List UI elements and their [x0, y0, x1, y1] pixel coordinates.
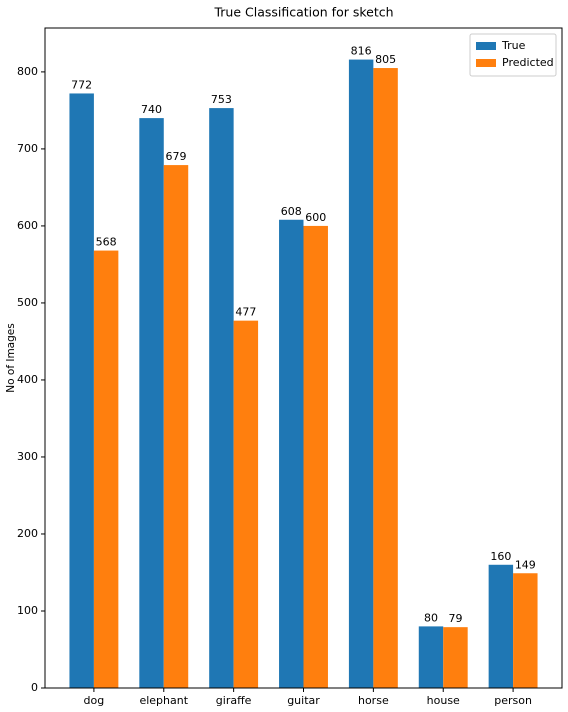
bar	[139, 118, 164, 688]
bar-label: 80	[424, 611, 438, 624]
bar-label: 608	[281, 205, 302, 218]
x-tick-label: elephant	[139, 694, 188, 707]
bar-label: 79	[448, 612, 462, 625]
bar	[303, 225, 328, 689]
x-tick-label: giraffe	[216, 694, 252, 707]
bar	[163, 165, 189, 689]
x-tick-label: horse	[358, 694, 389, 707]
y-tick-label: 100	[17, 604, 38, 617]
bar	[513, 573, 538, 688]
bar	[418, 626, 444, 688]
bar-label: 740	[141, 103, 162, 116]
bar	[279, 219, 304, 688]
bar-label: 600	[305, 211, 326, 224]
x-tick-label: dog	[84, 694, 105, 707]
bar-label: 679	[165, 150, 186, 163]
bar	[209, 108, 234, 689]
bar	[69, 93, 94, 688]
x-tick-label: house	[427, 694, 460, 707]
x-tick-label: person	[494, 694, 532, 707]
y-tick-label: 300	[17, 450, 38, 463]
y-tick-label: 600	[17, 219, 38, 232]
legend-label: True	[501, 39, 526, 52]
bar-label: 805	[375, 53, 396, 66]
x-tick-label: guitar	[287, 694, 320, 707]
bar	[93, 250, 119, 689]
chart-title: True Classification for sketch	[213, 5, 393, 20]
y-tick-label: 700	[17, 142, 38, 155]
bar	[233, 320, 259, 688]
bar-label: 568	[96, 236, 117, 249]
y-tick-label: 400	[17, 373, 38, 386]
legend-swatch	[476, 59, 496, 67]
bar	[348, 59, 374, 689]
legend-label: Predicted	[502, 56, 554, 69]
y-tick-label: 200	[17, 527, 38, 540]
bar-label: 753	[211, 93, 232, 106]
bar-label: 149	[515, 558, 536, 571]
bar-label: 477	[235, 306, 256, 319]
legend-swatch	[476, 42, 496, 50]
bar	[373, 68, 398, 688]
axes-frame	[44, 27, 563, 689]
bar-label: 160	[490, 550, 511, 563]
bar-label: 772	[71, 78, 92, 91]
y-axis-label: No of Images	[5, 323, 17, 392]
bar	[488, 564, 514, 688]
bar	[443, 627, 468, 688]
y-tick-label: 500	[17, 296, 38, 309]
y-tick-label: 800	[17, 65, 38, 78]
bar-label: 816	[351, 45, 372, 58]
y-tick-label: 0	[31, 681, 38, 694]
